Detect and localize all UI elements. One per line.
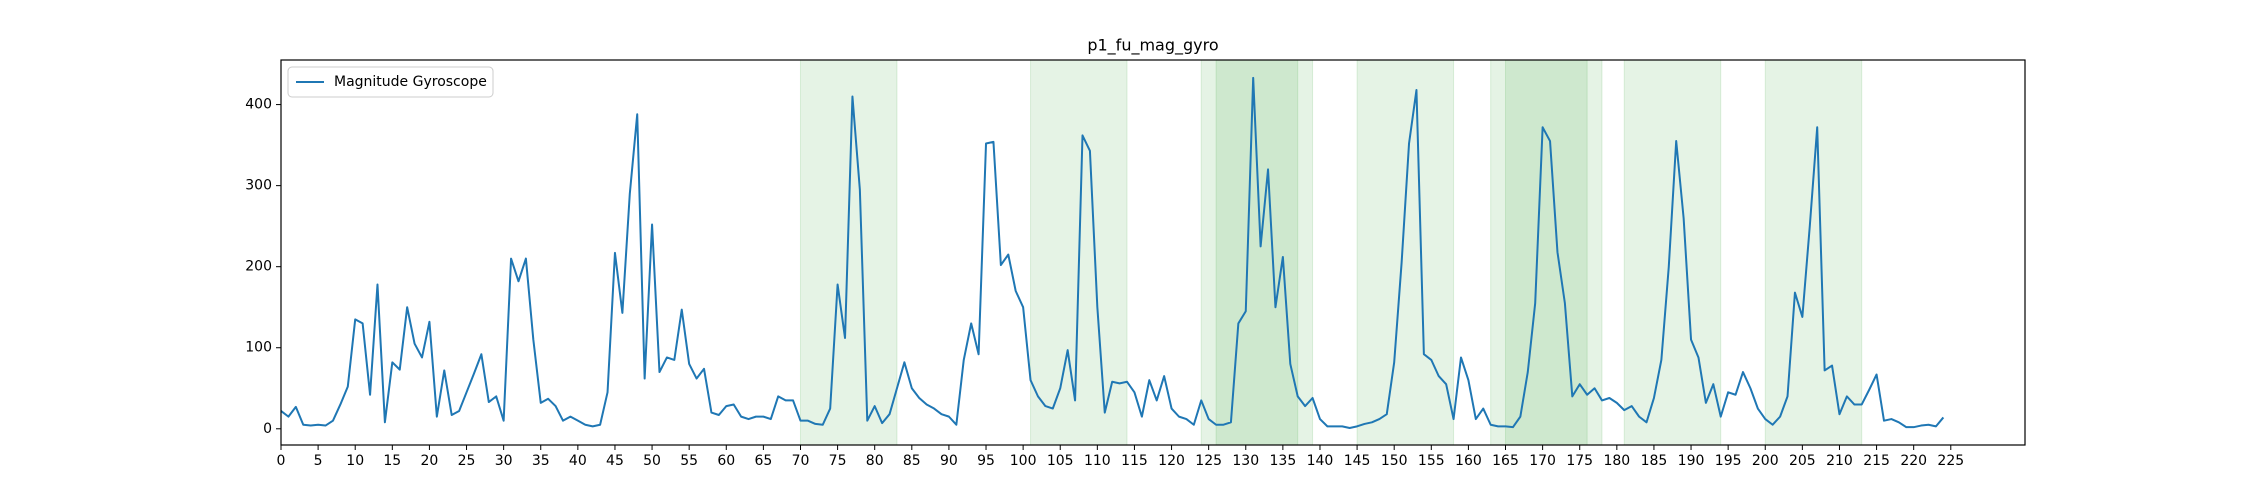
- x-tick-label: 105: [1047, 453, 1074, 469]
- x-tick-label: 220: [1900, 453, 1927, 469]
- x-tick-label: 95: [977, 453, 995, 469]
- x-tick-label: 30: [495, 453, 513, 469]
- x-tick-label: 70: [792, 453, 810, 469]
- x-tick-label: 200: [1752, 453, 1779, 469]
- x-tick-label: 110: [1084, 453, 1111, 469]
- x-tick-label: 65: [754, 453, 772, 469]
- highlight-span: [1215, 59, 1299, 446]
- x-tick-label: 185: [1641, 453, 1668, 469]
- y-tick-label: 0: [263, 421, 272, 437]
- y-tick-label: 300: [245, 178, 272, 194]
- x-tick-label: 175: [1566, 453, 1593, 469]
- x-tick-label: 225: [1937, 453, 1964, 469]
- x-tick-label: 80: [866, 453, 884, 469]
- x-tick-label: 170: [1529, 453, 1556, 469]
- x-tick-label: 210: [1826, 453, 1853, 469]
- highlight-span: [1764, 59, 1863, 446]
- x-tick-label: 40: [569, 453, 587, 469]
- chart-title: p1_fu_mag_gyro: [1087, 36, 1218, 56]
- x-tick-label: 0: [277, 453, 286, 469]
- x-tick-label: 55: [680, 453, 698, 469]
- x-tick-label: 165: [1492, 453, 1519, 469]
- y-tick-label: 200: [245, 259, 272, 275]
- x-tick-label: 5: [314, 453, 323, 469]
- x-tick-label: 45: [606, 453, 624, 469]
- x-tick-label: 135: [1270, 453, 1297, 469]
- x-tick-label: 140: [1307, 453, 1334, 469]
- x-tick-label: 155: [1418, 453, 1445, 469]
- y-tick-label: 400: [245, 97, 272, 113]
- highlight-span: [1356, 59, 1455, 446]
- y-tick-label: 100: [245, 340, 272, 356]
- x-tick-label: 15: [383, 453, 401, 469]
- highlight-span: [799, 59, 898, 446]
- x-tick-label: 120: [1158, 453, 1185, 469]
- x-tick-label: 205: [1789, 453, 1816, 469]
- x-tick-label: 85: [903, 453, 921, 469]
- x-tick-label: 195: [1715, 453, 1742, 469]
- x-tick-label: 25: [458, 453, 476, 469]
- x-tick-label: 130: [1232, 453, 1259, 469]
- x-tick-label: 190: [1678, 453, 1705, 469]
- x-tick-label: 160: [1455, 453, 1482, 469]
- x-tick-label: 10: [346, 453, 364, 469]
- x-tick-label: 75: [829, 453, 847, 469]
- x-tick-label: 20: [421, 453, 439, 469]
- highlight-span: [1505, 59, 1588, 446]
- x-tick-label: 145: [1344, 453, 1371, 469]
- data-line: [280, 76, 1945, 429]
- x-tick-label: 100: [1010, 453, 1037, 469]
- x-tick-label: 215: [1863, 453, 1890, 469]
- x-tick-label: 150: [1381, 453, 1408, 469]
- x-tick-label: 115: [1121, 453, 1148, 469]
- legend-label: Magnitude Gyroscope: [334, 74, 487, 90]
- plot-frame: [280, 59, 2026, 446]
- x-tick-label: 50: [643, 453, 661, 469]
- legend-box: [287, 66, 494, 98]
- x-tick-label: 125: [1195, 453, 1222, 469]
- x-tick-label: 180: [1603, 453, 1630, 469]
- x-tick-label: 90: [940, 453, 958, 469]
- x-tick-label: 60: [717, 453, 735, 469]
- highlight-span: [1623, 59, 1722, 446]
- x-tick-label: 35: [532, 453, 550, 469]
